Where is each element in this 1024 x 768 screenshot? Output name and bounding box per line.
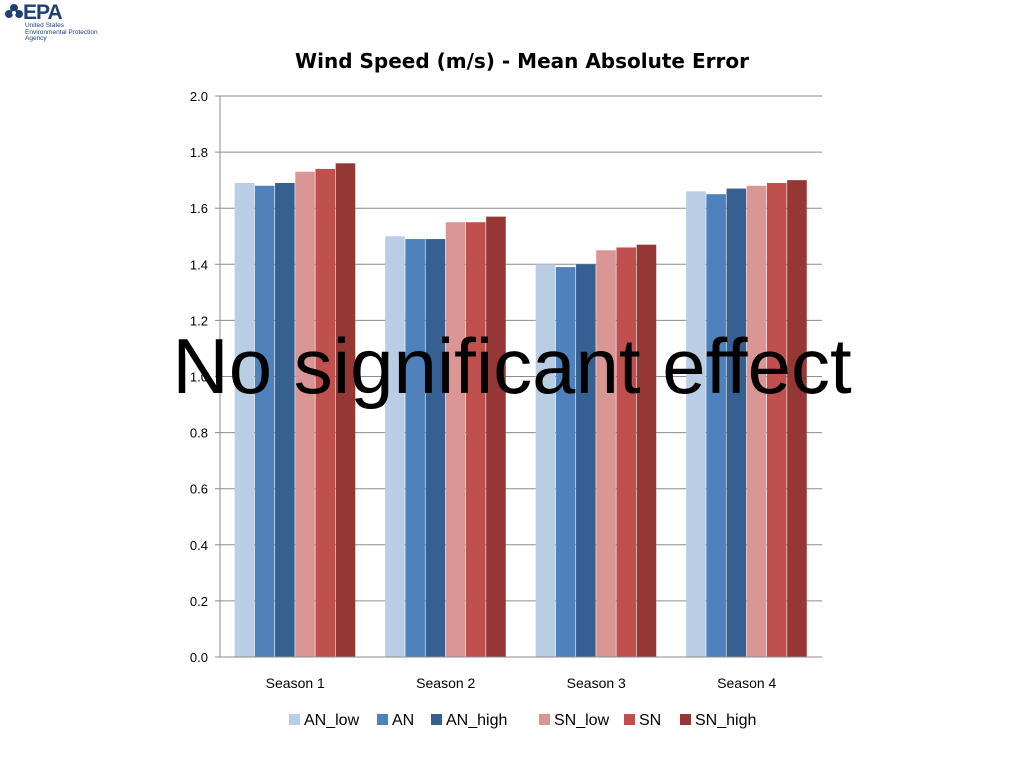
- epa-agency-name: United States Environmental Protection A…: [25, 22, 115, 43]
- chart-title: Wind Speed (m/s) - Mean Absolute Error: [295, 49, 749, 73]
- y-tick-label: 1.2: [190, 313, 208, 328]
- bar-an-low: [686, 191, 706, 657]
- bar-sn-high: [486, 216, 506, 658]
- epa-logo: EPA United States Environmental Protecti…: [4, 1, 115, 44]
- bar-sn: [465, 222, 486, 657]
- agency-line: Environmental Protection: [25, 28, 98, 36]
- bar-sn-high: [636, 244, 657, 658]
- bar-an-high: [275, 182, 295, 657]
- bar-sn: [315, 168, 336, 657]
- bar-sn-low: [295, 171, 315, 658]
- bar-an-low: [385, 236, 405, 657]
- y-tick-label: 0.0: [190, 650, 208, 665]
- y-tick-label: 1.4: [190, 257, 208, 272]
- bar-sn-low: [596, 250, 616, 657]
- bar-an: [555, 267, 576, 657]
- bar-sn-low: [445, 222, 466, 657]
- legend: AN_low AN AN_high SN_low SN SN_high: [289, 712, 756, 729]
- bar-sn-high: [335, 163, 356, 657]
- x-axis: Season 1 Season 2 Season 3 Season 4: [219, 96, 822, 691]
- legend-label: AN_high: [446, 712, 507, 729]
- epa-flower-icon: [5, 4, 23, 18]
- legend-swatch: [431, 714, 442, 725]
- bar-an-low: [535, 264, 556, 657]
- x-tick-label: Season 3: [567, 675, 626, 691]
- legend-swatch: [539, 714, 550, 725]
- epa-logo-word: EPA: [23, 1, 63, 24]
- bar-marks: [234, 163, 807, 658]
- bar-sn-low: [746, 185, 767, 657]
- bar-sn: [766, 182, 787, 657]
- y-axis-ticks: 0.0 0.2 0.4 0.6 0.8 1.0 1.2 1.4 1.6 1.8 2.0: [190, 89, 220, 665]
- bar-an: [405, 239, 425, 657]
- legend-label: SN: [639, 712, 661, 729]
- bar-an-low: [234, 182, 255, 657]
- bar-an-high: [726, 188, 747, 657]
- y-tick-label: 0.2: [190, 594, 208, 609]
- bar-an: [706, 194, 726, 658]
- bar-an-high: [425, 239, 446, 657]
- x-tick-label: Season 2: [416, 675, 475, 691]
- agency-line: United States: [25, 22, 65, 29]
- y-tick-label: 1.8: [190, 145, 208, 160]
- x-tick-label: Season 1: [266, 675, 325, 691]
- y-tick-label: 0.6: [190, 482, 208, 497]
- legend-label: SN_high: [695, 712, 756, 729]
- y-tick-label: 0.4: [190, 538, 208, 553]
- bar-an: [254, 185, 275, 657]
- x-tick-label: Season 4: [717, 675, 776, 691]
- bar-sn-high: [787, 180, 807, 657]
- legend-swatch: [680, 714, 691, 725]
- bar-an-high: [576, 264, 596, 657]
- legend-label: AN: [392, 712, 414, 729]
- y-tick-label: 1.6: [190, 201, 208, 216]
- bar-sn: [616, 247, 637, 657]
- legend-swatch: [377, 714, 388, 725]
- legend-label: SN_low: [554, 712, 610, 729]
- y-tick-label: 1.0: [190, 370, 208, 385]
- y-tick-label: 2.0: [190, 89, 208, 104]
- legend-label: AN_low: [304, 712, 360, 729]
- y-tick-label: 0.8: [190, 426, 208, 441]
- legend-swatch: [624, 714, 635, 725]
- legend-swatch: [289, 714, 300, 725]
- agency-line: Agency: [25, 35, 47, 42]
